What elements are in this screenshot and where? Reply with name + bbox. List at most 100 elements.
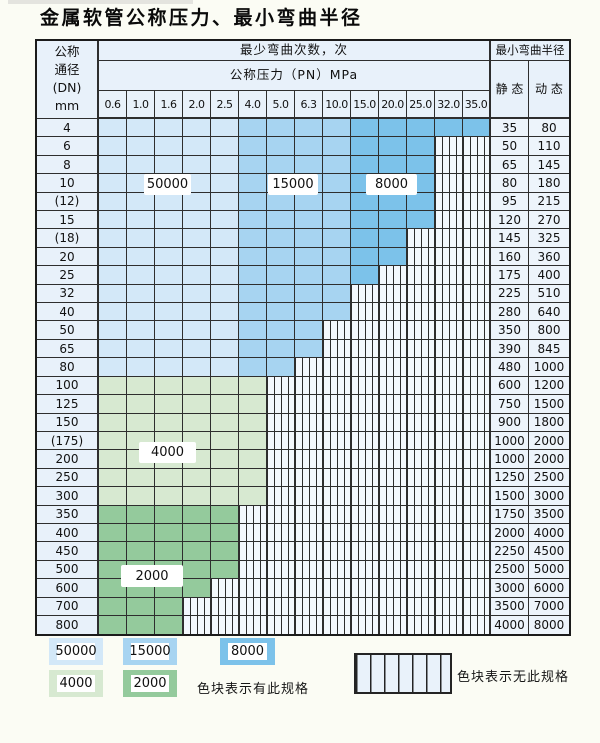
- no-spec-cell: [295, 523, 323, 543]
- spec-cell: [183, 560, 211, 580]
- no-spec-cell: [295, 376, 323, 396]
- no-spec-cell: [323, 615, 351, 635]
- spec-cell: [155, 597, 183, 616]
- spec-cell: [155, 523, 183, 543]
- spec-cell: [99, 487, 127, 506]
- no-spec-cell: [295, 395, 323, 414]
- spec-cell: [183, 395, 211, 414]
- legend-swatch-label: 8000: [227, 642, 268, 661]
- spec-cell: [323, 247, 351, 267]
- no-spec-cell: [323, 468, 351, 488]
- dynamic-value-cell: 1500: [529, 395, 569, 414]
- no-spec-cell: [295, 597, 323, 616]
- no-spec-cell: [239, 523, 267, 543]
- no-spec-cell: [323, 450, 351, 469]
- pressure-col-header: 0.6: [99, 91, 127, 119]
- no-spec-cell: [351, 487, 379, 506]
- no-spec-cell: [407, 615, 435, 635]
- no-spec-cell: [379, 413, 407, 432]
- no-spec-cell: [323, 560, 351, 580]
- no-spec-cell: [463, 450, 491, 469]
- spec-cell: [155, 155, 183, 175]
- no-spec-cell: [239, 542, 267, 561]
- spec-cell: [127, 413, 155, 432]
- dynamic-value-cell: 6000: [529, 579, 569, 598]
- static-value-cell: 1000: [491, 450, 529, 469]
- spec-cell: [183, 247, 211, 267]
- spec-cell: [183, 303, 211, 322]
- spec-cell: [211, 174, 239, 193]
- dynamic-value-cell: 1200: [529, 376, 569, 396]
- dynamic-value-cell: 5000: [529, 560, 569, 580]
- no-spec-cell: [463, 211, 491, 230]
- spec-cell: [127, 119, 155, 138]
- spec-cell: [211, 155, 239, 175]
- dynamic-value-cell: 270: [529, 211, 569, 230]
- spec-cell: [407, 155, 435, 175]
- dynamic-value-cell: 215: [529, 192, 569, 212]
- no-spec-cell: [351, 560, 379, 580]
- no-spec-cell: [267, 431, 295, 451]
- no-spec-cell: [379, 487, 407, 506]
- spec-cell: [323, 174, 351, 193]
- spec-cell: [239, 358, 267, 377]
- static-value-cell: 160: [491, 247, 529, 267]
- no-spec-cell: [267, 487, 295, 506]
- pressure-col-header: 15.0: [351, 91, 379, 119]
- spec-cell: [351, 192, 379, 212]
- pressure-col-header: 20.0: [379, 91, 407, 119]
- spec-cell: [99, 376, 127, 396]
- spec-cell: [295, 266, 323, 285]
- spec-cell: [155, 358, 183, 377]
- dynamic-value-cell: 2000: [529, 450, 569, 469]
- spec-cell: [155, 413, 183, 432]
- spec-cell: [211, 431, 239, 451]
- static-value-cell: 145: [491, 229, 529, 248]
- spec-cell: [267, 303, 295, 322]
- no-spec-cell: [379, 523, 407, 543]
- spec-cell: [127, 303, 155, 322]
- dynamic-value-cell: 325: [529, 229, 569, 248]
- no-spec-cell: [463, 376, 491, 396]
- spec-cell: [267, 192, 295, 212]
- pressure-col-header: 25.0: [407, 91, 435, 119]
- spec-cell: [155, 229, 183, 248]
- spec-cell: [99, 542, 127, 561]
- spec-cell: [99, 119, 127, 138]
- spec-cell: [155, 468, 183, 488]
- no-spec-cell: [435, 247, 463, 267]
- spec-cell: [99, 321, 127, 340]
- static-value-cell: 600: [491, 376, 529, 396]
- no-spec-cell: [379, 505, 407, 524]
- spec-cell: [379, 137, 407, 156]
- legend-swatch-15000: 15000: [123, 638, 177, 665]
- spec-cell: [295, 321, 323, 340]
- spec-cell: [211, 303, 239, 322]
- no-spec-cell: [407, 468, 435, 488]
- no-spec-cell: [323, 395, 351, 414]
- no-spec-cell: [351, 395, 379, 414]
- dynamic-value-cell: 4000: [529, 523, 569, 543]
- no-spec-cell: [351, 579, 379, 598]
- spec-cell: [155, 376, 183, 396]
- dn-cell: 400: [37, 523, 99, 543]
- no-spec-cell: [211, 597, 239, 616]
- static-value-cell: 750: [491, 395, 529, 414]
- static-value-cell: 35: [491, 119, 529, 138]
- no-spec-cell: [379, 450, 407, 469]
- no-spec-cell: [407, 487, 435, 506]
- no-spec-cell: [295, 450, 323, 469]
- legend-swatch-4000: 4000: [49, 670, 103, 697]
- region-label: 15000: [268, 174, 318, 195]
- spec-cell: [295, 229, 323, 248]
- static-value-cell: 3000: [491, 579, 529, 598]
- spec-cell: [183, 579, 211, 598]
- no-spec-cell: [407, 266, 435, 285]
- spec-cell: [295, 192, 323, 212]
- spec-cell: [239, 376, 267, 396]
- spec-cell: [211, 413, 239, 432]
- static-value-cell: 3500: [491, 597, 529, 616]
- spec-cell: [127, 542, 155, 561]
- static-value-cell: 390: [491, 339, 529, 359]
